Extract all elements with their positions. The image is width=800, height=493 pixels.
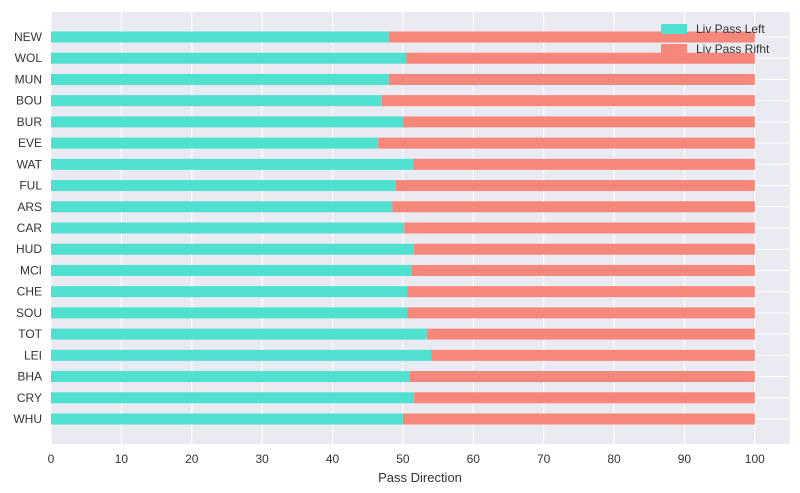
bar-right-whu <box>402 413 755 425</box>
y-tick-label: CRY <box>17 391 42 405</box>
bar-left-lei <box>51 349 432 361</box>
x-axis-title: Pass Direction <box>378 470 462 485</box>
bar-right-hud <box>414 243 755 255</box>
bar-right-wol <box>406 52 755 64</box>
bar-right-cry <box>414 392 755 404</box>
bar-left-car <box>51 222 405 234</box>
x-tick-label: 30 <box>255 452 269 466</box>
y-tick-label: BUR <box>17 115 43 129</box>
bar-left-wol <box>51 52 407 64</box>
x-tick-label: 0 <box>48 452 55 466</box>
bar-right-car <box>404 222 755 234</box>
bar-left-wat <box>51 158 414 170</box>
bar-right-bha <box>409 371 755 383</box>
bar-left-mun <box>51 73 389 85</box>
y-tick-label: ARS <box>17 200 42 214</box>
bar-left-tot <box>51 328 427 340</box>
bar-right-wat <box>413 158 755 170</box>
legend-swatch <box>661 44 687 54</box>
y-tick-label: MUN <box>15 72 42 86</box>
bar-right-eve <box>378 137 755 149</box>
bar-left-che <box>51 286 408 298</box>
bar-left-cry <box>51 392 415 404</box>
bar-right-bur <box>402 116 755 128</box>
x-tick-label: 10 <box>115 452 129 466</box>
legend-swatch <box>661 24 687 34</box>
legend-label: Liv Pass Rifht <box>696 42 770 56</box>
bar-left-ars <box>51 201 393 213</box>
bars <box>51 31 755 425</box>
y-tick-label: WOL <box>15 51 43 65</box>
x-tick-label: 80 <box>607 452 621 466</box>
y-tick-label: BHA <box>17 370 42 384</box>
x-tick-label: 20 <box>185 452 199 466</box>
y-tick-label: TOT <box>18 327 42 341</box>
y-tick-label: MCI <box>20 263 42 277</box>
x-tick-labels: 0 10 20 30 40 50 60 70 80 90 100 <box>48 452 765 466</box>
bar-left-eve <box>51 137 379 149</box>
y-tick-label: BOU <box>16 94 42 108</box>
bar-left-sou <box>51 307 408 319</box>
bar-right-tot <box>426 328 755 340</box>
bar-left-whu <box>51 413 403 425</box>
bar-right-bou <box>381 95 755 107</box>
x-tick-label: 100 <box>745 452 765 466</box>
x-tick-label: 60 <box>467 452 481 466</box>
bar-left-mci <box>51 264 412 276</box>
bar-right-lei <box>431 349 755 361</box>
bar-left-new <box>51 31 389 43</box>
x-tick-label: 70 <box>537 452 551 466</box>
y-tick-label: CAR <box>17 221 43 235</box>
y-tick-label: WAT <box>17 157 43 171</box>
bar-left-hud <box>51 243 415 255</box>
y-tick-label: LEI <box>24 348 42 362</box>
y-tick-labels: NEW WOL MUN BOU BUR EVE WAT FUL ARS CAR HUD MCI CHE S… <box>13 30 42 426</box>
bar-right-mun <box>388 73 755 85</box>
legend-label: Liv Pass Left <box>696 22 765 36</box>
bar-left-bur <box>51 116 403 128</box>
bar-right-che <box>407 286 755 298</box>
legend: Liv Pass Left Liv Pass Rifht <box>661 22 770 56</box>
y-tick-label: WHU <box>13 412 42 426</box>
bar-left-bha <box>51 371 410 383</box>
x-tick-label: 40 <box>326 452 340 466</box>
bar-left-ful <box>51 180 396 192</box>
bar-right-mci <box>411 264 755 276</box>
y-tick-label: EVE <box>18 136 42 150</box>
bar-right-sou <box>407 307 755 319</box>
y-tick-label: CHE <box>17 285 42 299</box>
bar-right-ars <box>392 201 755 213</box>
bar-right-ful <box>395 180 755 192</box>
bar-left-bou <box>51 95 382 107</box>
x-tick-label: 50 <box>396 452 410 466</box>
bar-right-new <box>388 31 755 43</box>
x-tick-label: 90 <box>678 452 692 466</box>
y-tick-label: NEW <box>14 30 43 44</box>
y-tick-label: HUD <box>16 242 42 256</box>
y-tick-label: FUL <box>19 179 42 193</box>
y-tick-label: SOU <box>16 306 42 320</box>
